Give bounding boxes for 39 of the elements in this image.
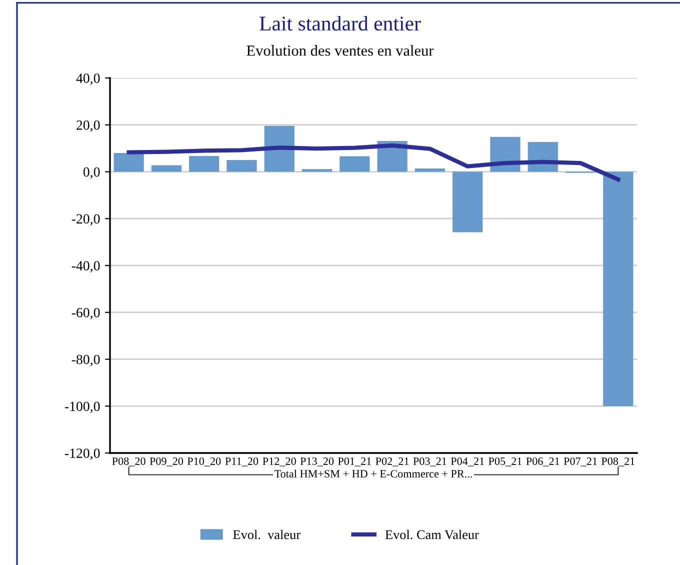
x-tick-label: P10_20 <box>187 457 221 466</box>
x-tick-label: P01_21 <box>338 457 371 466</box>
chart-title: Lait standard entier <box>260 16 421 31</box>
bar <box>151 165 182 172</box>
x-tick-label: P08_20 <box>112 457 146 466</box>
x-tick-label: P11_20 <box>225 457 258 466</box>
y-tick-label: -40,0 <box>72 261 100 272</box>
x-tick-label: P13_20 <box>300 457 334 466</box>
bar <box>189 156 220 172</box>
y-tick-label: 20,0 <box>76 120 100 132</box>
x-tick-label: P02_21 <box>376 457 409 466</box>
line-series <box>126 143 620 182</box>
chart-subtitle: Evolution des ventes en valeur <box>246 45 434 56</box>
x-tick-label: P12_20 <box>262 457 296 466</box>
bar <box>340 156 370 172</box>
x-tick-label: P09_20 <box>150 457 184 466</box>
legend-label: Evol. Cam Valeur <box>385 530 479 540</box>
x-tick-label: P03_21 <box>413 457 446 466</box>
x-tick-label: P05_21 <box>488 457 522 466</box>
bar <box>226 160 257 172</box>
x-tick-label: P04_21 <box>450 457 484 466</box>
y-tick-label: 40,0 <box>76 74 100 85</box>
y-tick-label: -80,0 <box>72 354 100 366</box>
x-tick-label: P07_21 <box>564 457 597 466</box>
y-tick-label: -20,0 <box>72 214 100 226</box>
bar <box>452 172 483 232</box>
bar <box>264 126 294 172</box>
x-tick-label: P06_21 <box>526 457 560 466</box>
x-tick-label: P08_21 <box>602 457 634 466</box>
bar <box>114 153 144 172</box>
bar <box>603 172 634 406</box>
legend-label: Evol. valeur <box>233 530 300 540</box>
y-tick-label: 0,0 <box>83 167 100 179</box>
y-tick-label: -120,0 <box>64 448 100 460</box>
bar <box>414 168 446 172</box>
text: Total HM+SM + HD + E-Commerce + PR... <box>274 470 472 478</box>
y-tick-label: -100,0 <box>64 402 100 414</box>
y-tick-label: -60,0 <box>72 308 100 320</box>
bar <box>302 169 332 172</box>
